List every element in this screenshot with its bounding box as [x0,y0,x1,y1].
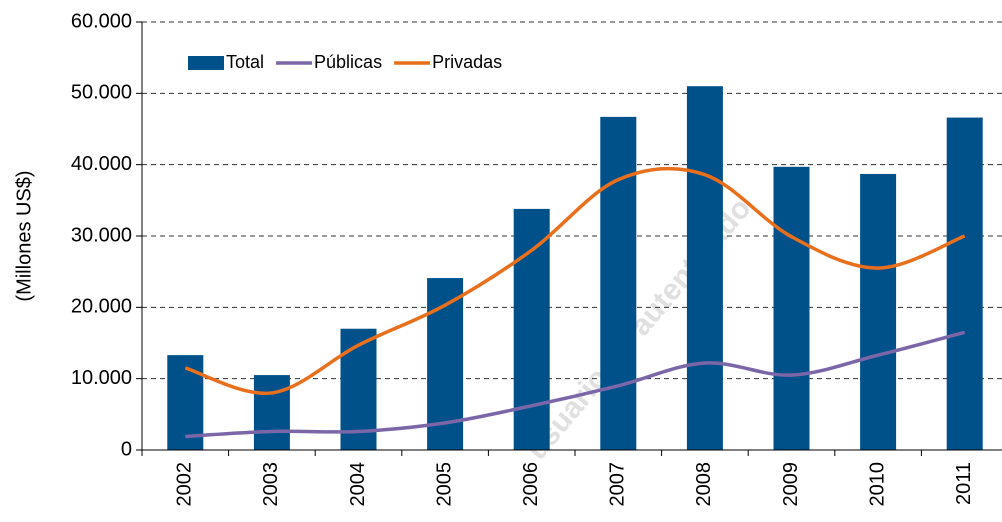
legend-label: Total [226,52,264,72]
bar [253,375,290,450]
bar [600,116,637,450]
x-tick-label: 2005 [433,462,455,507]
y-tick-label: 10.000 [71,367,132,389]
y-tick-label: 60.000 [71,10,132,32]
bar [513,208,550,450]
x-tick-label: 2008 [693,462,715,507]
x-tick-label: 2007 [607,462,629,507]
line [184,166,966,396]
legend-label: Públicas [314,52,382,72]
y-tick-label: 0 [121,438,132,460]
y-tick-label: 20.000 [71,296,132,318]
y-tick-label: 40.000 [71,153,132,175]
x-tick-label: 2003 [260,462,282,507]
x-tick-label: 2006 [520,462,542,507]
x-tick-label: 2002 [174,462,196,507]
x-tick-label: 2004 [347,462,369,507]
y-tick-label: 30.000 [71,224,132,246]
legend-swatch [188,56,224,70]
line [185,330,966,439]
bar [686,86,723,450]
bar [773,166,810,450]
x-tick-label: 2011 [953,462,975,505]
x-tick-label: 2009 [780,462,802,507]
bar [946,117,983,450]
x-tick-label: 2010 [866,462,888,507]
y-tick-label: 50.000 [71,82,132,104]
legend-label: Privadas [432,52,502,72]
y-axis-label: (Millones US$) [13,170,35,301]
bar [860,173,897,450]
